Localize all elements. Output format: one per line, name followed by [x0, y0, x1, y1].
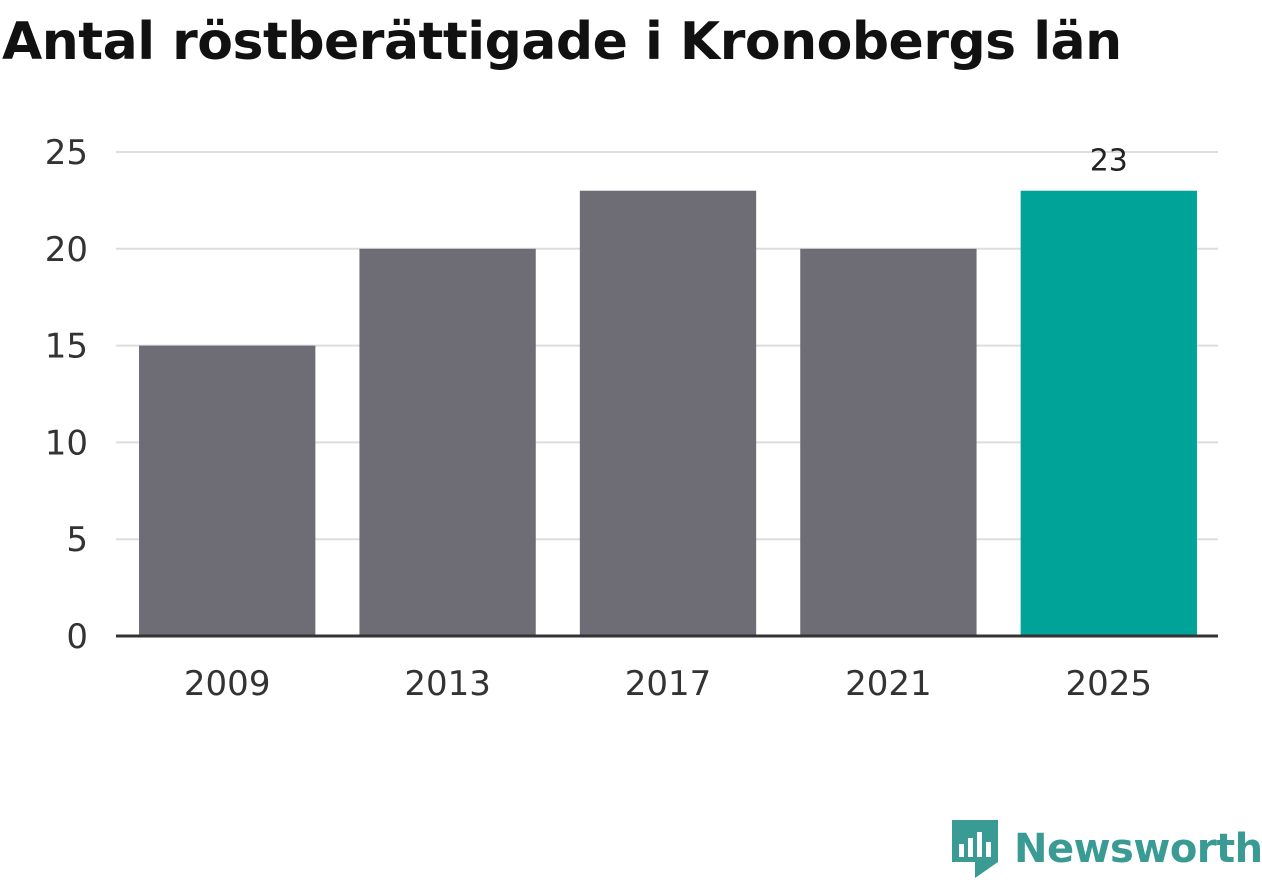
x-tick-label: 2013	[404, 664, 491, 704]
bar-2017	[579, 190, 757, 636]
bar-2025	[1020, 190, 1197, 636]
x-axis: 2009 2013 2017 2021 2025	[116, 634, 1218, 704]
brand-name: Newsworthy	[1014, 826, 1262, 872]
y-tick-label: 20	[45, 230, 88, 270]
x-tick-label: 2017	[625, 664, 712, 704]
bars	[139, 190, 1197, 637]
y-tick-label: 25	[45, 133, 88, 173]
x-tick-label: 2009	[184, 664, 271, 704]
y-tick-label: 15	[45, 327, 88, 367]
newsworthy-logo-icon	[952, 820, 998, 878]
newsworthy-brand: Newsworthy	[950, 818, 1262, 880]
bar-2013	[359, 248, 536, 637]
value-labels: 23	[1090, 144, 1128, 179]
y-tick-label: 0	[66, 617, 88, 657]
x-tick-label: 2025	[1066, 664, 1153, 704]
y-tick-label: 5	[66, 520, 88, 560]
bar-2021	[800, 248, 977, 637]
y-axis: 0 5 10 15 20 25	[45, 133, 88, 657]
chart-title: Antal röstberättigade i Kronobergs län	[2, 12, 1122, 72]
y-tick-label: 10	[45, 423, 88, 463]
value-label: 23	[1090, 144, 1128, 179]
x-tick-label: 2021	[845, 664, 932, 704]
bar-2009	[139, 345, 316, 636]
